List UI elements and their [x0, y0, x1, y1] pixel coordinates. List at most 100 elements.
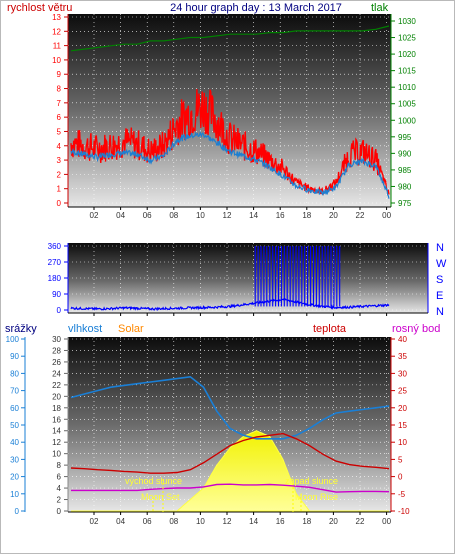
rain-tick-label: 50	[10, 421, 19, 430]
pressure-tick-label: 990	[398, 149, 412, 158]
wind-axis-title: rychlost větru	[7, 2, 72, 14]
wind-tick-label: 4	[57, 142, 62, 151]
humidity-tick-label: 2	[57, 496, 62, 505]
humidity-tick-label: 20	[52, 392, 61, 401]
direction-tick-label: 0	[57, 306, 62, 315]
wind-speed-line	[70, 89, 390, 196]
wind-tick-label: 13	[52, 13, 61, 22]
solar-axis-title: Solar	[118, 323, 144, 335]
temperature-line	[70, 432, 390, 474]
time-tick-label: 16	[276, 211, 285, 220]
temperature-tick-label: -10	[398, 507, 410, 516]
humidity-tick-label: 14	[52, 427, 61, 436]
pressure-tick-label: 1000	[398, 116, 416, 125]
temperature-tick-label: 5	[398, 455, 403, 464]
temperature-tick-label: 10	[398, 438, 407, 447]
rain-tick-label: 40	[10, 438, 19, 447]
wind-tick-label: 6	[57, 113, 62, 122]
time-tick-label: 14	[249, 517, 258, 526]
time-tick-label: 08	[169, 211, 178, 220]
pressure-tick-label: 1030	[398, 17, 416, 26]
wind-panel-bg	[68, 14, 391, 207]
humidity-tick-label: 24	[52, 369, 61, 378]
wind-tick-label: 0	[57, 199, 62, 208]
wind-direction-spikes	[254, 246, 341, 307]
rain-tick-label: 100	[6, 335, 20, 344]
wind-tick-label: 10	[52, 56, 61, 65]
humidity-tick-label: 18	[52, 404, 61, 413]
time-tick-label: 20	[329, 211, 338, 220]
pressure-tick-label: 1015	[398, 67, 416, 76]
time-tick-label: 18	[302, 517, 311, 526]
wind-tick-label: 12	[52, 27, 61, 36]
humidity-tick-label: 22	[52, 381, 61, 390]
compass-label: S	[436, 274, 443, 286]
time-tick-label: 00	[382, 211, 391, 220]
time-tick-label: 06	[143, 517, 152, 526]
time-tick-label: 20	[329, 517, 338, 526]
direction-tick-label: 270	[48, 258, 62, 267]
compass-label: E	[436, 290, 443, 302]
compass-label: W	[436, 258, 447, 270]
rain-tick-label: 90	[10, 352, 19, 361]
pressure-tick-label: 1005	[398, 100, 416, 109]
humidity-tick-label: 12	[52, 438, 61, 447]
time-tick-label: 04	[116, 517, 125, 526]
humidity-tick-label: 8	[57, 461, 62, 470]
wind-tick-label: 8	[57, 85, 62, 94]
wind-tick-label: 11	[53, 42, 62, 51]
time-tick-label: 22	[356, 211, 365, 220]
time-tick-label: 02	[90, 211, 99, 220]
rain-tick-label: 20	[10, 473, 19, 482]
time-tick-label: 16	[276, 517, 285, 526]
wind-tick-label: 1	[57, 185, 62, 194]
temperature-tick-label: 25	[398, 387, 407, 396]
sunset-label: západ slunce	[285, 476, 338, 486]
pressure-tick-label: 975	[398, 199, 412, 208]
direction-tick-label: 90	[52, 290, 61, 299]
pressure-tick-label: 995	[398, 133, 412, 142]
humidity-tick-label: 4	[57, 484, 62, 493]
temperature-axis-title: teplota	[313, 323, 347, 335]
compass-label: N	[436, 306, 444, 318]
moonrise-label: Moon Rise	[295, 492, 338, 502]
time-tick-label: 04	[116, 211, 125, 220]
time-tick-label: 08	[169, 517, 178, 526]
temperature-tick-label: 40	[398, 335, 407, 344]
pressure-line	[70, 25, 390, 52]
time-tick-label: 10	[196, 211, 205, 220]
time-tick-label: 06	[143, 211, 152, 220]
dewpoint-axis-title: rosný bod	[392, 323, 440, 335]
time-tick-label: 02	[90, 517, 99, 526]
humidity-tick-label: 6	[57, 473, 62, 482]
humidity-axis-title: vlhkost	[68, 323, 102, 335]
time-tick-label: 10	[196, 517, 205, 526]
humidity-tick-label: 28	[52, 346, 61, 355]
time-tick-label: 12	[223, 517, 232, 526]
temperature-tick-label: 0	[398, 473, 403, 482]
temperature-tick-label: 15	[398, 421, 407, 430]
wind-average-line	[70, 130, 390, 199]
wind-tick-label: 5	[57, 127, 62, 136]
rain-tick-label: 30	[10, 455, 19, 464]
time-tick-label: 18	[302, 211, 311, 220]
rain-tick-label: 80	[10, 369, 19, 378]
humidity-tick-label: 10	[52, 450, 61, 459]
chart-title: 24 hour graph day : 13 March 2017	[170, 2, 342, 14]
moonset-label: Moon Set	[141, 492, 180, 502]
dewpoint-line	[71, 483, 390, 493]
rain-tick-label: 10	[10, 490, 19, 499]
temperature-tick-label: 35	[398, 352, 407, 361]
humidity-tick-label: 0	[57, 507, 62, 516]
rain-tick-label: 70	[10, 387, 19, 396]
direction-tick-label: 180	[48, 274, 62, 283]
time-tick-label: 22	[356, 517, 365, 526]
temperature-tick-label: 30	[398, 369, 407, 378]
sunrise-label: východ slunce	[125, 476, 182, 486]
time-tick-label: 14	[249, 211, 258, 220]
wind-tick-label: 2	[57, 170, 62, 179]
solar-area	[71, 430, 389, 512]
humidity-line	[70, 375, 390, 440]
temperature-tick-label: 20	[398, 404, 407, 413]
